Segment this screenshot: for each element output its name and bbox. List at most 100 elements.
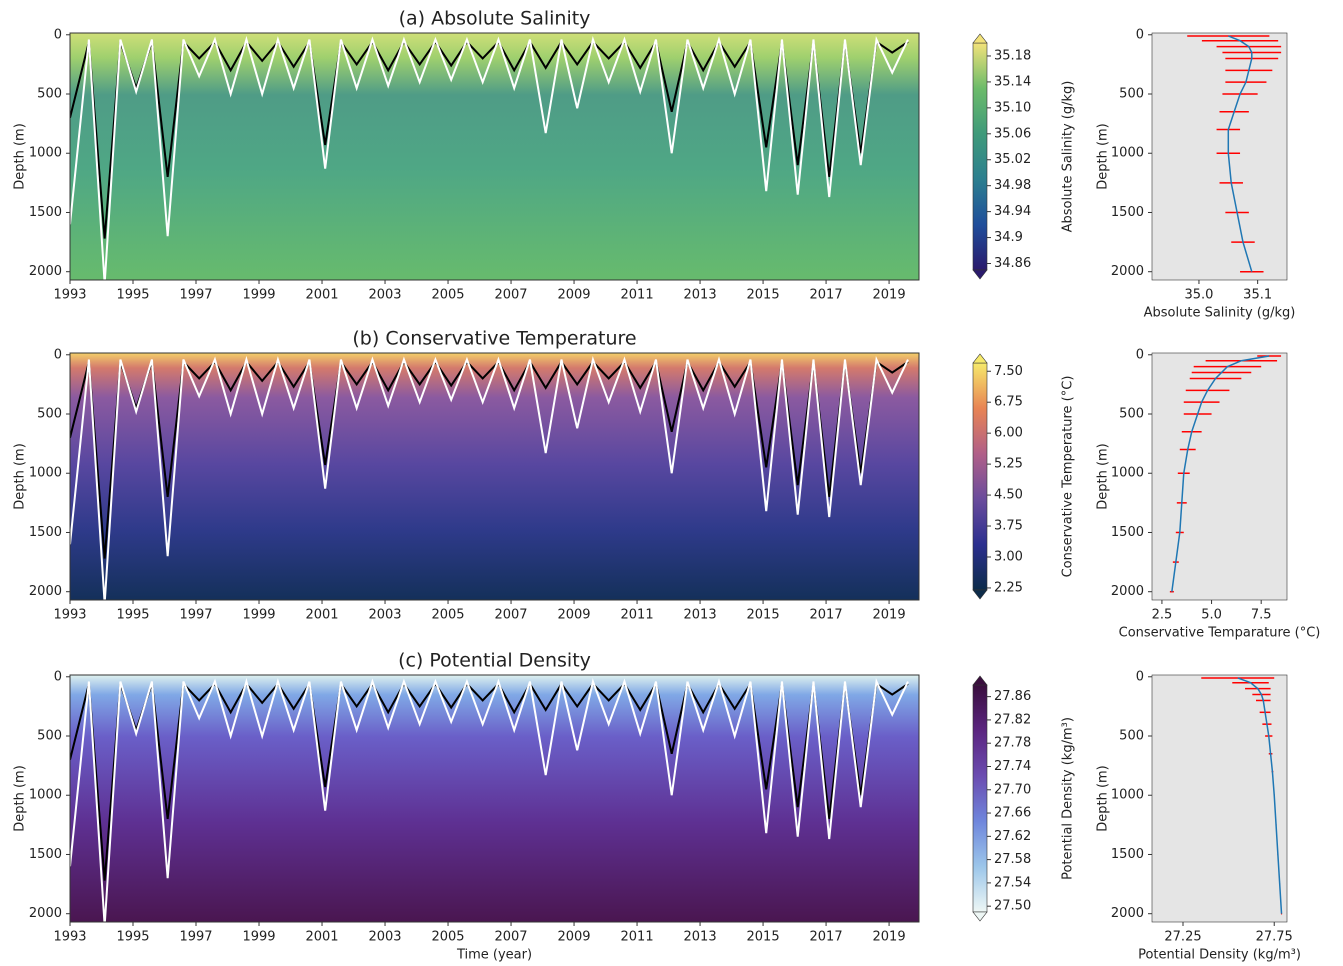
mixed-layer-depth — [70, 35, 909, 280]
x-tick-label: 1993 — [53, 608, 86, 623]
y-tick-label: 2000 — [29, 264, 62, 279]
y-axis-label: Depth (m) — [13, 123, 28, 190]
colorbar — [972, 684, 988, 913]
colorbar-tick-label: 35.14 — [994, 74, 1031, 89]
x-tick-label: 27.25 — [1164, 930, 1201, 945]
colorbar-tick-label: 27.58 — [994, 852, 1031, 867]
colorbar-tick-label: 4.50 — [994, 488, 1023, 503]
x-tick-label: 35.1 — [1243, 288, 1272, 303]
y-tick-label: 0 — [54, 347, 62, 362]
x-tick-label: 2001 — [305, 288, 338, 303]
y-tick-label: 0 — [54, 27, 62, 42]
y-tick-label: 2000 — [29, 906, 62, 921]
x-tick-label: 2007 — [494, 930, 527, 945]
y-tick-label: 2000 — [29, 584, 62, 599]
colorbar-tick-label: 6.75 — [994, 395, 1023, 410]
mean-profile — [1171, 355, 1270, 592]
chart-title: (c) Potential Density — [398, 650, 591, 672]
x-tick-label: 35.0 — [1184, 288, 1213, 303]
x-tick-label: 7.5 — [1251, 608, 1272, 623]
mixed-layer-lines — [70, 35, 909, 280]
x-tick-label: 1997 — [179, 608, 212, 623]
x-tick-label: 2003 — [368, 608, 401, 623]
y-tick-label: 500 — [37, 87, 62, 102]
y-tick-label: 1000 — [29, 466, 62, 481]
x-tick-label: 2019 — [873, 608, 906, 623]
colorbar-tick-label: 27.82 — [994, 712, 1031, 727]
colorbar-extend — [972, 911, 988, 922]
x-tick-label: 2.5 — [1152, 608, 1173, 623]
x-tick-label: 2015 — [747, 608, 780, 623]
x-tick-label: 2009 — [557, 930, 590, 945]
colorbar-tick-label: 35.10 — [994, 100, 1031, 115]
y-tick-label: 1000 — [1111, 788, 1144, 803]
y-tick-label: 1500 — [29, 205, 62, 220]
colorbar-tick-label: 27.66 — [994, 806, 1031, 821]
x-tick-label: 2013 — [684, 930, 717, 945]
y-axis-label: Depth (m) — [1096, 123, 1111, 190]
x-tick-label: 2007 — [494, 608, 527, 623]
y-tick-label: 500 — [1119, 87, 1144, 102]
x-tick-label: 2007 — [494, 288, 527, 303]
colorbar-extend — [972, 353, 988, 364]
x-tick-label: 2015 — [747, 288, 780, 303]
x-axis-label: Absolute Salinity (g/kg) — [1144, 306, 1296, 321]
plot-frame — [69, 674, 920, 923]
x-tick-label: 1999 — [242, 930, 275, 945]
x-tick-label: 2017 — [810, 608, 843, 623]
colorbar-tick-label: 34.86 — [994, 256, 1031, 271]
y-tick-label: 0 — [1136, 669, 1144, 684]
colorbar-tick-label: 2.25 — [994, 580, 1023, 595]
y-tick-label: 0 — [1136, 347, 1144, 362]
colorbar-tick-label: 34.9 — [994, 230, 1023, 245]
x-tick-label: 2003 — [368, 288, 401, 303]
x-tick-label: 2019 — [873, 288, 906, 303]
y-tick-label: 1000 — [1111, 146, 1144, 161]
y-tick-label: 500 — [1119, 729, 1144, 744]
colorbar-tick-label: 35.06 — [994, 126, 1031, 141]
x-tick-label: 2013 — [684, 288, 717, 303]
mixed-layer-depth — [70, 355, 909, 600]
x-tick-label: 1999 — [242, 608, 275, 623]
x-tick-label: 1995 — [116, 608, 149, 623]
x-tick-label: 1997 — [179, 930, 212, 945]
plot-background — [1151, 32, 1288, 281]
mixed-layer-lines — [70, 677, 909, 922]
plot-background — [1151, 352, 1288, 601]
y-tick-label: 0 — [1136, 27, 1144, 42]
x-tick-label: 2019 — [873, 930, 906, 945]
x-tick-label: 1993 — [53, 930, 86, 945]
y-tick-label: 500 — [37, 729, 62, 744]
y-tick-label: 2000 — [1111, 584, 1144, 599]
x-tick-label: 2013 — [684, 608, 717, 623]
colorbar-tick-label: 3.75 — [994, 519, 1023, 534]
x-tick-label: 1995 — [116, 288, 149, 303]
colorbar-extend — [972, 675, 988, 686]
x-tick-label: 2011 — [621, 930, 654, 945]
x-tick-label: 2015 — [747, 930, 780, 945]
colorbar-tick-label: 5.25 — [994, 457, 1023, 472]
colorbar-tick-label: 27.74 — [994, 759, 1031, 774]
x-tick-label: 2009 — [557, 288, 590, 303]
x-tick-label: 2001 — [305, 930, 338, 945]
y-tick-label: 2000 — [1111, 906, 1144, 921]
x-tick-label: 2011 — [621, 608, 654, 623]
colorbar-tick-label: 34.98 — [994, 178, 1031, 193]
colorbar-label: Potential Density (kg/m³) — [1061, 717, 1076, 880]
x-tick-label: 2005 — [431, 288, 464, 303]
y-tick-label: 1500 — [1111, 205, 1144, 220]
mixed-layer-depth — [70, 677, 909, 922]
plot-frame — [69, 32, 920, 281]
y-tick-label: 0 — [54, 669, 62, 684]
y-tick-label: 1500 — [1111, 847, 1144, 862]
colorbar-tick-label: 35.18 — [994, 48, 1031, 63]
x-tick-label: 2001 — [305, 608, 338, 623]
colorbar-tick-label: 27.54 — [994, 875, 1031, 890]
colorbar-tick-label: 27.78 — [994, 736, 1031, 751]
y-axis-label: Depth (m) — [1096, 443, 1111, 510]
x-tick-label: 2017 — [810, 288, 843, 303]
colorbar-extend — [972, 269, 988, 280]
x-axis-label: Time (year) — [456, 948, 532, 963]
